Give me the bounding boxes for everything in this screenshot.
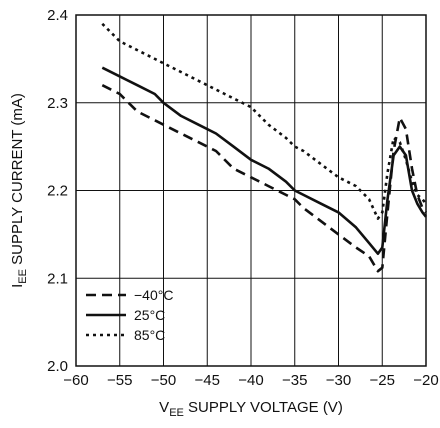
x-tick-label: −35 [282,372,307,389]
series-line-dashed [101,84,428,273]
legend-label: −40°C [134,287,173,303]
x-tick-label: −25 [370,372,395,389]
y-tick-label: 2.0 [47,358,68,375]
x-tick-label: −40 [238,372,263,389]
x-tick-label: −20 [413,372,438,389]
x-axis-title: VEE SUPPLY VOLTAGE (V) [159,399,343,419]
x-tick-label: −60 [63,372,88,389]
legend-label: 85°C [134,327,165,343]
y-tick-label: 2.1 [47,270,68,287]
y-axis-title-rest: SUPPLY CURRENT (mA) [9,93,26,269]
y-tick-label: 2.4 [47,7,68,24]
x-tick-label: −30 [326,372,351,389]
grid-lines [76,15,426,366]
x-tick-labels: −60 −55 −50 −45 −40 −35 −30 −25 −20 [63,372,438,389]
series-line-solid [101,66,428,255]
y-axis-title: IEE SUPPLY CURRENT (mA) [9,93,29,288]
y-axis-title-subscript: EE [17,269,29,284]
plot-frame [75,14,427,367]
x-tick-label: −55 [107,372,132,389]
series-lines [101,22,428,273]
legend-label: 25°C [134,307,165,323]
x-axis-title-main: V [159,399,169,416]
series-line-dotted [101,22,428,220]
x-tick-label: −50 [151,372,176,389]
y-tick-label: 2.2 [47,183,68,200]
y-axis-title-main: I [9,284,26,288]
y-tick-label: 2.3 [47,95,68,112]
legend: −40°C 25°C 85°C [86,287,173,343]
x-axis-title-subscript: EE [169,407,184,419]
x-axis-title-rest: SUPPLY VOLTAGE (V) [184,399,343,416]
x-tick-label: −45 [195,372,220,389]
y-tick-labels: 2.0 2.1 2.2 2.3 2.4 [47,7,68,375]
